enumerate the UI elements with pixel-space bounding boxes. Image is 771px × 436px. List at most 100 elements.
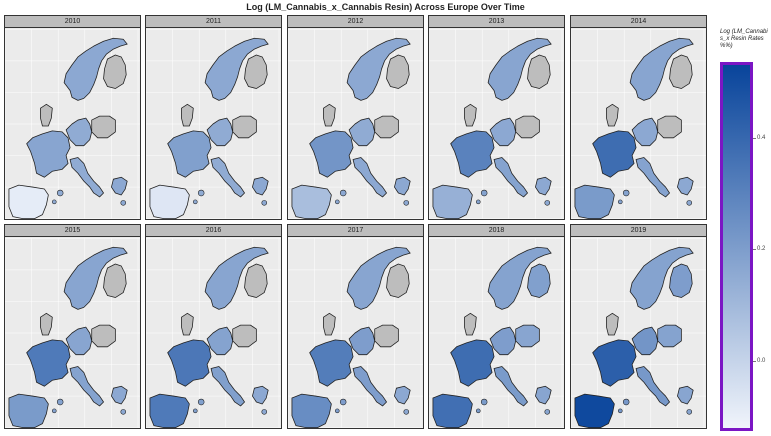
legend-colorbar xyxy=(720,62,753,431)
island-greece xyxy=(120,409,127,415)
country-poland xyxy=(374,115,399,139)
country-france xyxy=(26,339,71,387)
country-iberia xyxy=(432,393,473,428)
map-panel-2014: 2014 xyxy=(570,15,707,220)
country-germany xyxy=(206,326,234,356)
country-finland xyxy=(386,263,410,298)
country-poland xyxy=(91,115,116,139)
country-uk xyxy=(464,103,477,127)
country-france xyxy=(167,339,212,387)
country-germany xyxy=(348,326,376,356)
country-finland xyxy=(244,54,268,89)
country-iberia xyxy=(149,184,190,219)
country-scandinavia xyxy=(487,246,552,310)
country-greece xyxy=(535,385,552,405)
facet-strip-label: 2017 xyxy=(288,225,423,237)
country-finland xyxy=(244,263,268,298)
country-france xyxy=(309,130,354,178)
country-germany xyxy=(631,117,659,147)
island-italy xyxy=(52,408,57,414)
country-france xyxy=(309,339,354,387)
country-greece xyxy=(394,385,411,405)
europe-map xyxy=(571,29,706,219)
country-germany xyxy=(348,117,376,147)
country-iberia xyxy=(291,184,332,219)
country-iberia xyxy=(149,393,190,428)
country-scandinavia xyxy=(204,37,269,101)
country-greece xyxy=(394,176,411,196)
facet-strip-label: 2018 xyxy=(429,225,564,237)
legend-tick-mark xyxy=(753,249,756,251)
country-uk xyxy=(606,103,619,127)
island-italy xyxy=(197,189,205,197)
country-france xyxy=(450,130,495,178)
country-scandinavia xyxy=(204,246,269,310)
map-panel-2015: 2015 xyxy=(4,224,141,429)
country-greece xyxy=(252,385,269,405)
island-italy xyxy=(480,189,488,197)
island-italy xyxy=(618,199,623,205)
map-panel-2013: 2013 xyxy=(428,15,565,220)
country-finland xyxy=(103,263,127,298)
island-italy xyxy=(476,199,481,205)
legend-tick-label: 0.0 xyxy=(757,357,766,364)
country-france xyxy=(26,130,71,178)
country-uk xyxy=(181,103,194,127)
legend-tick-mark xyxy=(753,137,756,139)
country-poland xyxy=(515,115,540,139)
country-france xyxy=(450,339,495,387)
country-scandinavia xyxy=(346,246,411,310)
legend-tick-label: 0.4 xyxy=(757,134,766,141)
map-panel-2010: 2010 xyxy=(4,15,141,220)
facet-strip-label: 2013 xyxy=(429,16,564,28)
europe-map xyxy=(429,238,564,428)
country-france xyxy=(167,130,212,178)
island-greece xyxy=(120,200,127,206)
island-italy xyxy=(476,408,481,414)
country-iberia xyxy=(432,184,473,219)
europe-map xyxy=(429,29,564,219)
country-germany xyxy=(489,117,517,147)
island-greece xyxy=(403,409,410,415)
country-italy xyxy=(69,157,104,198)
island-italy xyxy=(339,398,347,406)
country-greece xyxy=(252,176,269,196)
country-france xyxy=(592,130,637,178)
country-italy xyxy=(635,157,670,198)
country-finland xyxy=(527,54,551,89)
country-germany xyxy=(65,326,93,356)
country-italy xyxy=(69,366,104,407)
country-greece xyxy=(677,176,694,196)
country-iberia xyxy=(574,393,615,428)
country-iberia xyxy=(291,393,332,428)
island-italy xyxy=(335,199,340,205)
country-uk xyxy=(181,312,194,336)
facet-strip-label: 2019 xyxy=(571,225,706,237)
island-italy xyxy=(335,408,340,414)
country-scandinavia xyxy=(629,37,694,101)
country-italy xyxy=(493,366,528,407)
legend-title: Log (LM_Cannabis_x Resin Rates %%) xyxy=(720,29,768,49)
island-italy xyxy=(622,398,630,406)
facet-strip-label: 2011 xyxy=(146,16,281,28)
country-uk xyxy=(323,312,336,336)
island-italy xyxy=(52,199,57,205)
country-uk xyxy=(40,312,53,336)
country-poland xyxy=(657,324,682,348)
country-germany xyxy=(489,326,517,356)
country-greece xyxy=(111,176,128,196)
europe-map xyxy=(571,238,706,428)
island-greece xyxy=(261,200,268,206)
island-italy xyxy=(56,398,64,406)
island-italy xyxy=(622,189,630,197)
island-italy xyxy=(197,398,205,406)
country-greece xyxy=(111,385,128,405)
map-panel-2012: 2012 xyxy=(287,15,424,220)
island-italy xyxy=(339,189,347,197)
europe-map xyxy=(5,238,140,428)
country-germany xyxy=(206,117,234,147)
island-greece xyxy=(544,200,551,206)
europe-map xyxy=(5,29,140,219)
facet-strip-label: 2014 xyxy=(571,16,706,28)
chart-title: Log (LM_Cannabis_x_Cannabis Resin) Acros… xyxy=(246,2,525,12)
